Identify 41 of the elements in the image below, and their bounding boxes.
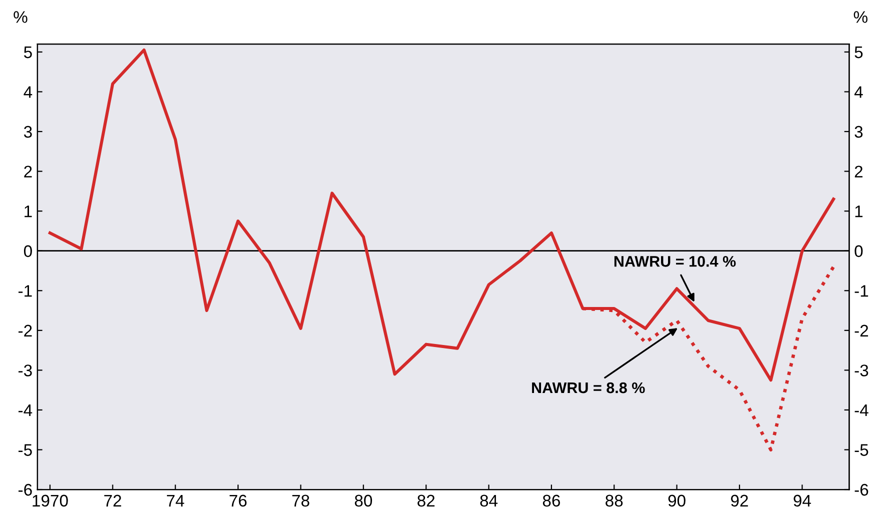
y-tick-label: -1 [18,285,32,297]
y-tick-label: -2 [18,324,32,336]
y2-tick-label: -4 [854,404,868,416]
x-tick-label: 78 [292,494,310,507]
x-tick-label: 86 [542,494,560,507]
x-tick-label: 88 [606,494,623,507]
x-tick-label: 76 [230,494,247,507]
y-tick-label: 4 [24,86,32,98]
y2-tick-label: 0 [854,245,863,258]
x-tick-label: 74 [166,494,184,506]
y-tick-label: 0 [24,245,32,258]
y2-tick-label: 2 [854,166,862,178]
y-tick-label: 1 [24,206,32,218]
y2-tick-label: -6 [854,484,868,496]
y-tick-label: -4 [18,404,32,416]
y-tick-label: -6 [18,484,32,496]
x-tick-label: 90 [668,494,686,507]
y-tick-label: 5 [24,46,32,58]
y2-tick-label: -2 [854,324,868,336]
y2-axis-title: % [854,11,868,23]
y2-tick-label: -1 [854,285,868,297]
x-tick-label: 94 [794,494,811,507]
y2-tick-label: -5 [854,444,868,456]
y2-tick-label: 1 [855,206,862,218]
annotation: NAWRU = 10.4 % [614,256,736,267]
x-tick-label: 84 [480,494,498,507]
y-tick-label: -3 [18,364,32,376]
x-tick-label: 82 [418,494,435,507]
y2-tick-label: 3 [854,126,863,138]
y2-tick-label: 4 [854,86,863,98]
x-tick-label: 80 [354,494,372,507]
y-tick-label: -5 [18,444,32,456]
annotation: NAWRU = 8.8 % [532,382,645,394]
x-tick-label: 72 [104,494,122,506]
y-axis-title: % [14,11,28,23]
y-tick-label: 3 [24,126,32,138]
y-tick-label: 2 [24,166,32,178]
y2-tick-label: -3 [854,364,868,376]
x-tick-label: 92 [731,494,748,507]
y2-tick-label: 5 [854,46,863,58]
x-tick-label: 1970 [32,494,68,507]
